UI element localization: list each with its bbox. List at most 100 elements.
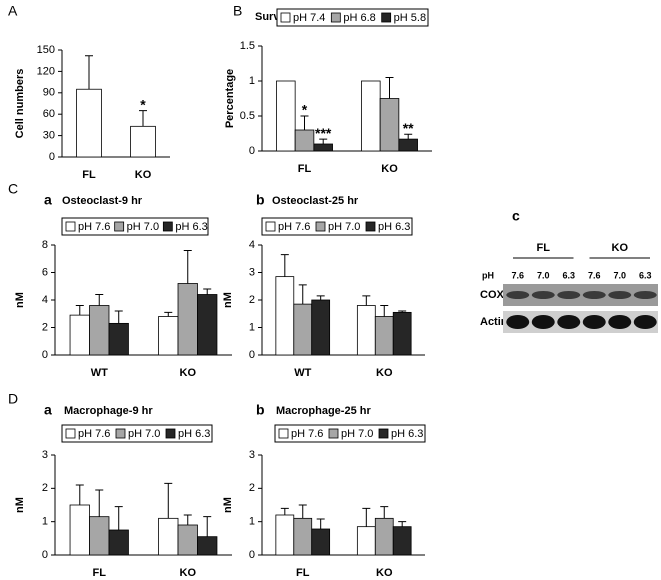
error-bar <box>280 254 289 277</box>
y-tick-label: 3 <box>249 266 255 278</box>
bar <box>276 80 296 152</box>
bar <box>293 517 313 556</box>
panel-label: c <box>512 208 520 224</box>
bar <box>361 80 381 152</box>
error-bar <box>95 489 104 517</box>
annotation: * <box>140 96 146 112</box>
error-bar <box>139 110 147 127</box>
legend-label: pH 7.6 <box>291 428 323 440</box>
bar <box>356 305 376 356</box>
y-tick-label: 4 <box>42 294 48 306</box>
x-tick-label: WT <box>91 367 108 379</box>
error-bar <box>183 250 192 284</box>
bar <box>197 294 218 356</box>
error-bar <box>75 484 84 505</box>
bar <box>313 143 333 152</box>
legend-swatch <box>265 221 276 232</box>
error-bar <box>280 507 289 515</box>
y-tick-label: 2 <box>249 294 255 306</box>
blot-band <box>608 315 632 329</box>
legend-swatch <box>65 221 76 232</box>
panel-label: D <box>8 391 18 407</box>
legend-label: pH 7.0 <box>328 221 360 233</box>
x-tick-label: KO <box>381 163 398 175</box>
blot-band <box>633 315 657 329</box>
legend-swatch <box>115 428 126 439</box>
error-bar <box>298 284 307 305</box>
error-bar <box>380 305 389 317</box>
y-tick-label: 30 <box>43 130 55 142</box>
error-bar <box>203 288 212 295</box>
bar <box>69 314 90 356</box>
legend-label: pH 7.6 <box>278 221 310 233</box>
bar <box>311 299 331 356</box>
y-tick-label: 0 <box>249 349 255 361</box>
bar <box>392 311 412 356</box>
chart-title: Osteoclast-9 hr <box>62 195 143 207</box>
y-tick-label: 0.5 <box>240 110 255 122</box>
bar <box>275 514 295 556</box>
legend-swatch <box>378 428 389 439</box>
annotation: ** <box>403 120 414 136</box>
y-axis-label: nM <box>222 292 234 308</box>
panel-label: B <box>233 3 242 19</box>
error-bar <box>298 504 307 519</box>
blot-band <box>582 291 606 299</box>
y-tick-label: 1 <box>249 321 255 333</box>
panel-label: b <box>256 192 265 208</box>
error-bar <box>398 310 407 313</box>
blot-band <box>557 315 581 329</box>
error-bar <box>380 506 389 519</box>
panel-label: b <box>256 402 265 418</box>
y-tick-label: 3 <box>42 449 48 461</box>
bar <box>69 504 90 556</box>
legend-label: pH 6.8 <box>343 12 375 24</box>
y-tick-label: 60 <box>43 108 55 120</box>
x-tick-label: KO <box>135 169 152 181</box>
bar <box>158 517 179 556</box>
error-bar <box>114 506 123 530</box>
lane-label: 7.6 <box>511 270 524 280</box>
blot-band <box>506 291 530 299</box>
legend-label: pH 7.0 <box>128 428 160 440</box>
lane-label: 7.6 <box>588 270 601 280</box>
error-bar <box>85 55 93 90</box>
error-bar <box>316 295 325 300</box>
legend-label: pH 7.0 <box>341 428 373 440</box>
y-axis-label: Cell numbers <box>14 69 26 139</box>
error-bar <box>404 133 413 140</box>
error-bar <box>362 295 371 306</box>
error-bar <box>398 521 407 527</box>
bar <box>374 316 394 356</box>
legend-swatch <box>165 428 176 439</box>
annotation: *** <box>315 125 332 141</box>
legend-swatch <box>365 221 376 232</box>
error-bar <box>75 305 84 316</box>
bar <box>177 524 198 556</box>
blot-band <box>633 291 657 299</box>
x-tick-label: KO <box>180 567 197 579</box>
bar <box>374 517 394 556</box>
blot-strip <box>503 284 658 306</box>
group-label: KO <box>612 242 629 254</box>
error-bar <box>300 115 309 130</box>
x-tick-label: FL <box>298 163 312 175</box>
bar <box>89 305 110 356</box>
error-bar <box>164 311 173 317</box>
legend-label: pH 7.0 <box>127 221 159 233</box>
y-tick-label: 0 <box>49 151 55 163</box>
bar <box>197 536 218 556</box>
bar <box>398 138 418 152</box>
bar <box>108 322 129 356</box>
x-tick-label: WT <box>294 367 311 379</box>
y-axis-label: nM <box>222 497 234 513</box>
y-tick-label: 0 <box>42 349 48 361</box>
bar <box>130 125 156 158</box>
legend-label: pH 6.3 <box>391 428 423 440</box>
y-tick-label: 4 <box>249 239 255 251</box>
legend-label: pH 5.8 <box>394 12 426 24</box>
bar <box>158 316 179 356</box>
lane-label: 7.0 <box>537 270 550 280</box>
y-tick-label: 1 <box>42 516 48 528</box>
x-tick-label: FL <box>93 567 107 579</box>
